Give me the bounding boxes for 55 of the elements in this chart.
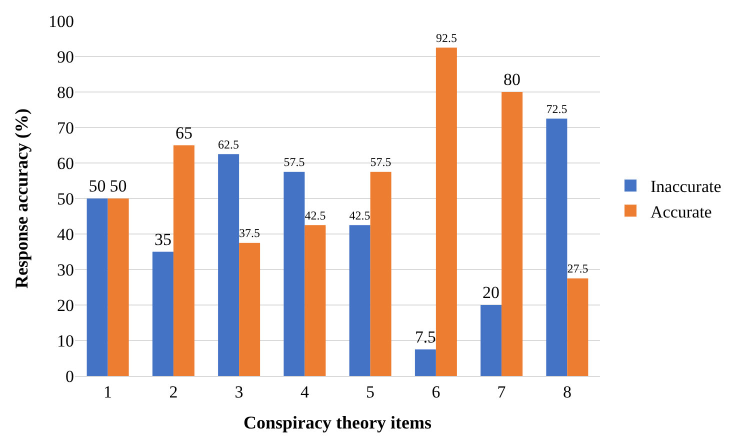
bar <box>480 305 502 376</box>
y-tick-label: 80 <box>57 82 74 102</box>
bar <box>502 92 523 376</box>
bar <box>304 225 326 376</box>
bar <box>284 172 305 376</box>
bar <box>349 225 370 376</box>
y-tick-label: 10 <box>57 331 74 350</box>
bar <box>414 349 436 376</box>
y-tick-label: 100 <box>48 12 74 31</box>
data-label: 27.5 <box>567 262 588 276</box>
x-tick-label: 8 <box>562 382 572 402</box>
data-label: 57.5 <box>370 155 392 170</box>
x-tick-label: 3 <box>234 382 244 402</box>
data-label: 20 <box>482 283 500 302</box>
bar <box>86 198 108 376</box>
y-tick-label: 0 <box>66 366 74 386</box>
data-label: 35 <box>154 230 172 249</box>
y-axis-title: Response accuracy (%) <box>12 108 32 288</box>
bar <box>152 252 174 376</box>
y-tick-label: 90 <box>57 47 74 66</box>
x-tick-label: 4 <box>300 382 310 402</box>
y-tick-label: 20 <box>57 296 74 315</box>
legend-label: Inaccurate <box>650 177 722 196</box>
bar <box>436 48 457 376</box>
y-tick-label: 40 <box>57 224 74 244</box>
bar <box>546 118 568 376</box>
x-tick-label: 2 <box>169 382 178 402</box>
data-label: 80 <box>504 70 521 89</box>
bar <box>567 278 588 376</box>
data-label: 65 <box>175 123 192 142</box>
bar <box>108 198 129 376</box>
data-label: 62.5 <box>218 137 240 152</box>
bar <box>173 145 194 376</box>
bar <box>370 172 392 376</box>
data-label: 42.5 <box>349 208 370 222</box>
y-tick-label: 30 <box>57 260 74 280</box>
legend-label: Accurate <box>650 202 712 222</box>
data-label: 42.5 <box>304 208 326 222</box>
x-tick-label: 6 <box>432 382 440 402</box>
x-axis-title: Conspiracy theory items <box>244 412 432 432</box>
y-tick-label: 50 <box>57 189 74 208</box>
data-label: 50 <box>88 176 106 196</box>
y-tick-label: 70 <box>57 118 74 138</box>
x-tick-label: 5 <box>366 382 375 402</box>
bar <box>218 154 240 376</box>
data-label: 37.5 <box>239 226 260 240</box>
bar <box>239 242 260 376</box>
data-label: 92.5 <box>436 30 457 45</box>
data-label: 7.5 <box>414 327 436 346</box>
x-tick-label: 7 <box>497 382 506 402</box>
y-tick-label: 60 <box>57 154 74 173</box>
data-label: 57.5 <box>284 155 305 170</box>
x-tick-label: 1 <box>104 382 112 402</box>
data-label: 72.5 <box>546 102 568 116</box>
data-label: 50 <box>110 176 127 196</box>
